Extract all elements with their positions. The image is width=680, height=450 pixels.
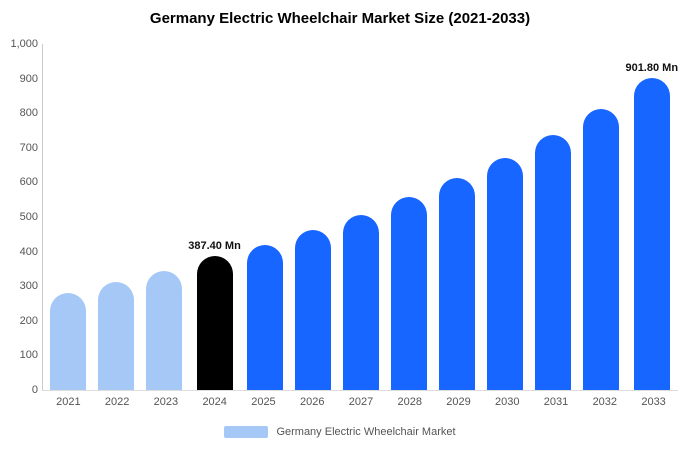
x-tick-label: 2023 <box>153 396 179 408</box>
bar-cell: 387.40 Mn <box>188 44 241 390</box>
x-tick-label: 2022 <box>104 396 130 408</box>
x-tick-label: 2024 <box>202 396 227 408</box>
x-tick-label: 2027 <box>348 396 374 408</box>
bar-2026 <box>294 230 331 390</box>
chart-title: Germany Electric Wheelchair Market Size … <box>149 10 531 27</box>
bar-2030 <box>487 157 524 390</box>
bar-2024 <box>196 255 233 390</box>
bar-2029 <box>439 178 476 390</box>
x-axis-line <box>42 390 678 391</box>
bar-cell <box>44 44 92 390</box>
bar-cell <box>289 44 337 390</box>
bar-2033 <box>633 77 670 390</box>
bar-cell <box>433 44 481 390</box>
y-tick-label: 600 <box>19 176 38 189</box>
data-label: 901.80 Mn <box>625 61 679 74</box>
bar-cell: 901.80 Mn <box>625 44 678 390</box>
bar-2022 <box>98 282 135 390</box>
y-tick-label: 400 <box>19 245 38 258</box>
y-axis-line <box>42 44 43 390</box>
bar-cell <box>529 44 577 390</box>
y-tick-label: 300 <box>19 280 38 293</box>
bar-cell <box>241 44 289 390</box>
x-tick-label: 2032 <box>592 396 618 408</box>
legend-label: Germany Electric Wheelchair Market <box>276 426 456 438</box>
bar-cell <box>92 44 140 390</box>
plot-area: 387.40 Mn 901.80 Mn <box>44 44 678 390</box>
x-axis-labels: 2021 2022 2023 2024 2025 2026 2027 2028 2029 2030… <box>44 396 678 408</box>
bar-2021 <box>50 293 87 390</box>
x-tick-label: 2030 <box>495 396 520 408</box>
bar-cell <box>481 44 529 390</box>
bar-2031 <box>535 134 572 390</box>
y-tick-label: 200 <box>19 314 38 327</box>
bar-2025 <box>246 244 283 390</box>
legend: Germany Electric Wheelchair Market <box>0 426 680 438</box>
bar-2027 <box>343 215 380 390</box>
x-tick-label: 2033 <box>641 396 666 408</box>
y-tick-label: 1,000 <box>10 38 38 50</box>
data-label: 387.40 Mn <box>188 239 241 252</box>
legend-swatch-icon <box>224 426 269 438</box>
y-tick-label: 0 <box>31 384 38 396</box>
x-tick-label: 2026 <box>299 396 325 408</box>
x-tick-label: 2021 <box>56 396 81 408</box>
bar-cell <box>337 44 385 390</box>
bar-2023 <box>146 270 183 390</box>
y-tick-label: 700 <box>19 141 38 154</box>
y-tick-label: 800 <box>19 107 38 120</box>
bar-cell <box>385 44 433 390</box>
bar-2032 <box>583 109 620 390</box>
y-tick-label: 900 <box>19 72 38 85</box>
x-tick-label: 2028 <box>397 396 422 408</box>
x-tick-label: 2029 <box>446 396 471 408</box>
y-tick-label: 100 <box>19 349 38 362</box>
bar-2028 <box>391 197 428 390</box>
x-tick-label: 2025 <box>251 396 276 408</box>
x-tick-label: 2031 <box>543 396 569 408</box>
y-tick-label: 500 <box>19 211 38 223</box>
bar-cell <box>577 44 625 390</box>
bar-cell <box>140 44 188 390</box>
